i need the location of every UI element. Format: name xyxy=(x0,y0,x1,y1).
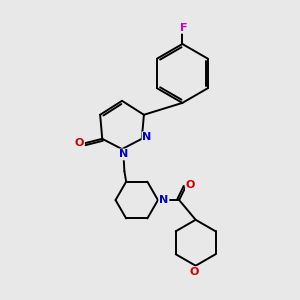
Text: N: N xyxy=(159,195,169,205)
Text: O: O xyxy=(75,138,84,148)
Text: N: N xyxy=(119,149,128,159)
Text: O: O xyxy=(186,180,195,190)
Text: O: O xyxy=(190,267,199,277)
Text: F: F xyxy=(180,23,188,33)
Text: N: N xyxy=(142,132,152,142)
